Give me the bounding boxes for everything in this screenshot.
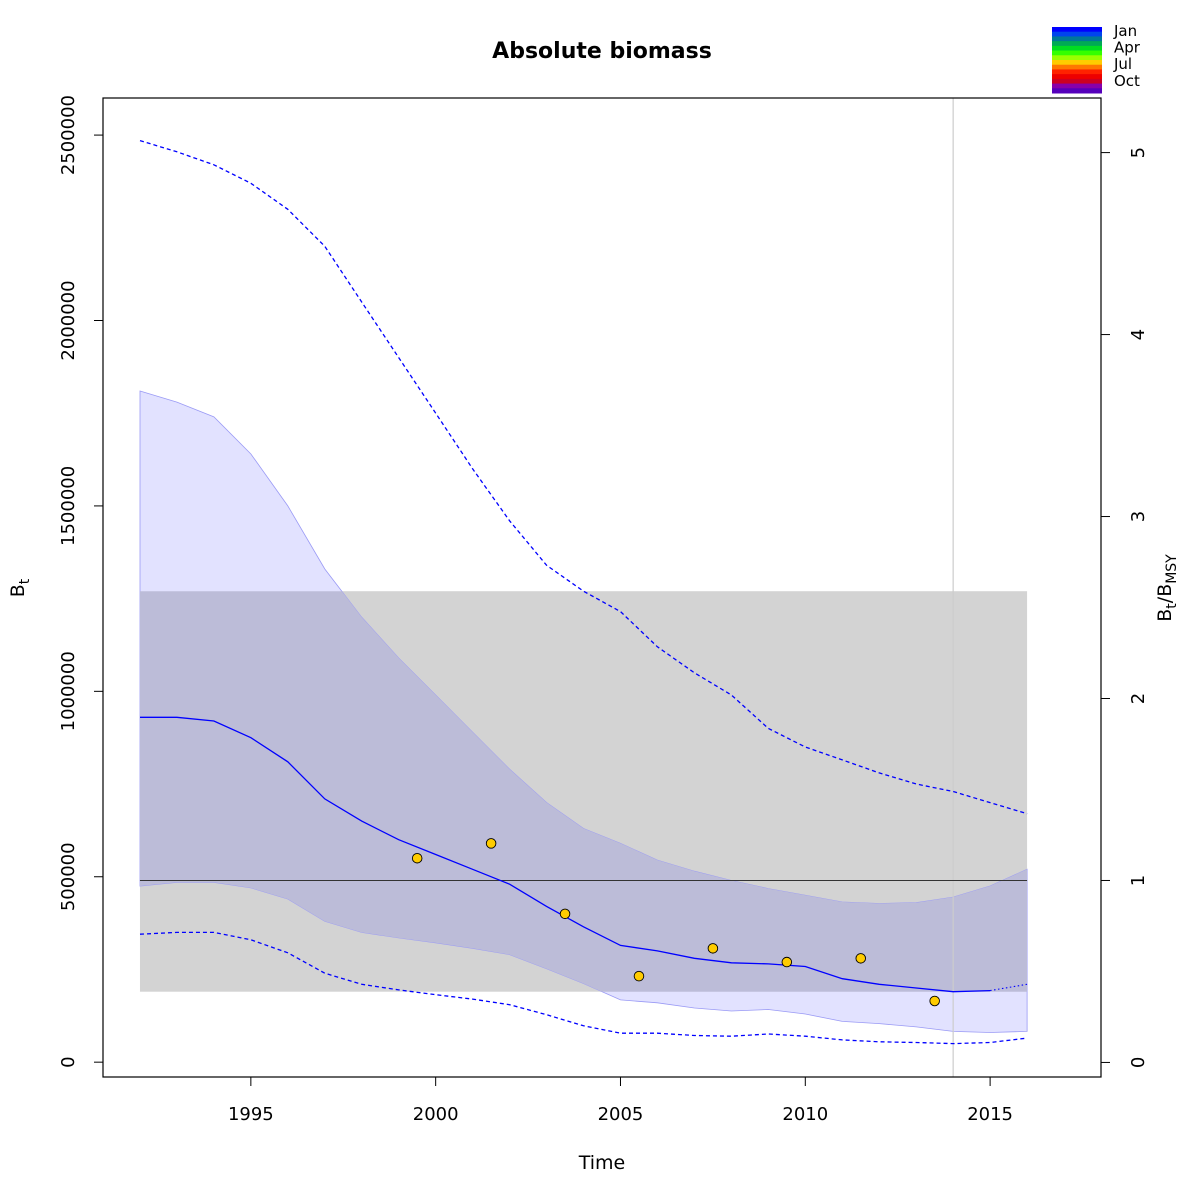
y-tick-label: 1500000 bbox=[58, 466, 79, 546]
legend-swatch bbox=[1052, 60, 1102, 66]
y2-tick-label: 4 bbox=[1128, 329, 1149, 340]
y-axis-label-sub: t bbox=[17, 578, 33, 584]
y2-tick-label: 2 bbox=[1128, 693, 1149, 704]
legend-swatch bbox=[1052, 88, 1102, 94]
ci-band-overlap bbox=[140, 591, 1028, 992]
y2-axis-label-main: B bbox=[1154, 609, 1176, 622]
y2-tick-label: 1 bbox=[1128, 875, 1149, 886]
y-axis-label-main: B bbox=[7, 584, 29, 597]
observation-point bbox=[633, 970, 645, 982]
x-tick-label: 2005 bbox=[598, 1104, 644, 1125]
series-upper-ci-dashed bbox=[139, 139, 1028, 815]
legend-swatch bbox=[1052, 64, 1102, 70]
x-tick-label: 2000 bbox=[413, 1104, 459, 1125]
y-axis: 0 500000 1000000 1500000 2000000 2500000 bbox=[58, 95, 103, 1068]
observation-point bbox=[855, 953, 866, 964]
y-axis-label: Bt bbox=[7, 578, 33, 597]
legend-label: Jul bbox=[1113, 55, 1132, 73]
y2-axis-label: Bt/BMSY bbox=[1154, 554, 1180, 622]
y-tick-label: 2500000 bbox=[58, 95, 79, 175]
legend-swatch bbox=[1052, 55, 1102, 61]
observation-point bbox=[485, 838, 497, 849]
legend-swatch bbox=[1052, 27, 1102, 33]
x-tick-label: 1995 bbox=[228, 1104, 274, 1125]
x-axis-label: Time bbox=[578, 1152, 626, 1174]
legend-swatch bbox=[1052, 78, 1102, 85]
legend-swatch bbox=[1052, 74, 1102, 80]
x-tick-label: 2010 bbox=[782, 1104, 828, 1125]
observation-point bbox=[707, 943, 719, 954]
legend-label: Jan bbox=[1113, 22, 1137, 40]
plot-frame bbox=[102, 97, 1102, 1078]
y-tick-label: 500000 bbox=[58, 842, 79, 911]
legend-swatch bbox=[1052, 31, 1102, 37]
plot-area bbox=[139, 98, 1028, 1077]
legend-swatch bbox=[1052, 50, 1102, 56]
y2-axis: 0 1 2 3 4 5 bbox=[1101, 147, 1149, 1068]
legend-swatch bbox=[1052, 36, 1102, 42]
y2-tick-label: 0 bbox=[1128, 1057, 1149, 1068]
legend-swatch bbox=[1052, 69, 1102, 75]
legend-swatch bbox=[1052, 45, 1102, 52]
observation-point bbox=[929, 995, 940, 1007]
observation-point bbox=[411, 852, 423, 864]
legend-label: Oct bbox=[1114, 72, 1140, 90]
x-tick-label: 2015 bbox=[967, 1104, 1013, 1125]
observation-point bbox=[781, 956, 793, 968]
y2-axis-label-sub2: MSY bbox=[1164, 554, 1180, 584]
legend-label: Apr bbox=[1114, 39, 1141, 57]
x-axis: 1995 2000 2005 2010 2015 bbox=[228, 1077, 1013, 1125]
observation-point bbox=[559, 908, 571, 920]
y2-tick-label: 3 bbox=[1128, 511, 1149, 522]
y-tick-label: 0 bbox=[58, 1056, 79, 1067]
y2-axis-label-sub1: t bbox=[1164, 603, 1180, 609]
legend-swatch bbox=[1052, 83, 1102, 89]
y2-tick-label: 5 bbox=[1128, 147, 1149, 158]
y-tick-label: 1000000 bbox=[58, 651, 79, 731]
y2-axis-label-sep: /B bbox=[1154, 584, 1176, 603]
legend-swatch bbox=[1052, 41, 1102, 47]
chart-title: Absolute biomass bbox=[492, 39, 712, 64]
series-lower-ci-dashed bbox=[139, 931, 1028, 1045]
y-tick-label: 2000000 bbox=[58, 280, 79, 360]
